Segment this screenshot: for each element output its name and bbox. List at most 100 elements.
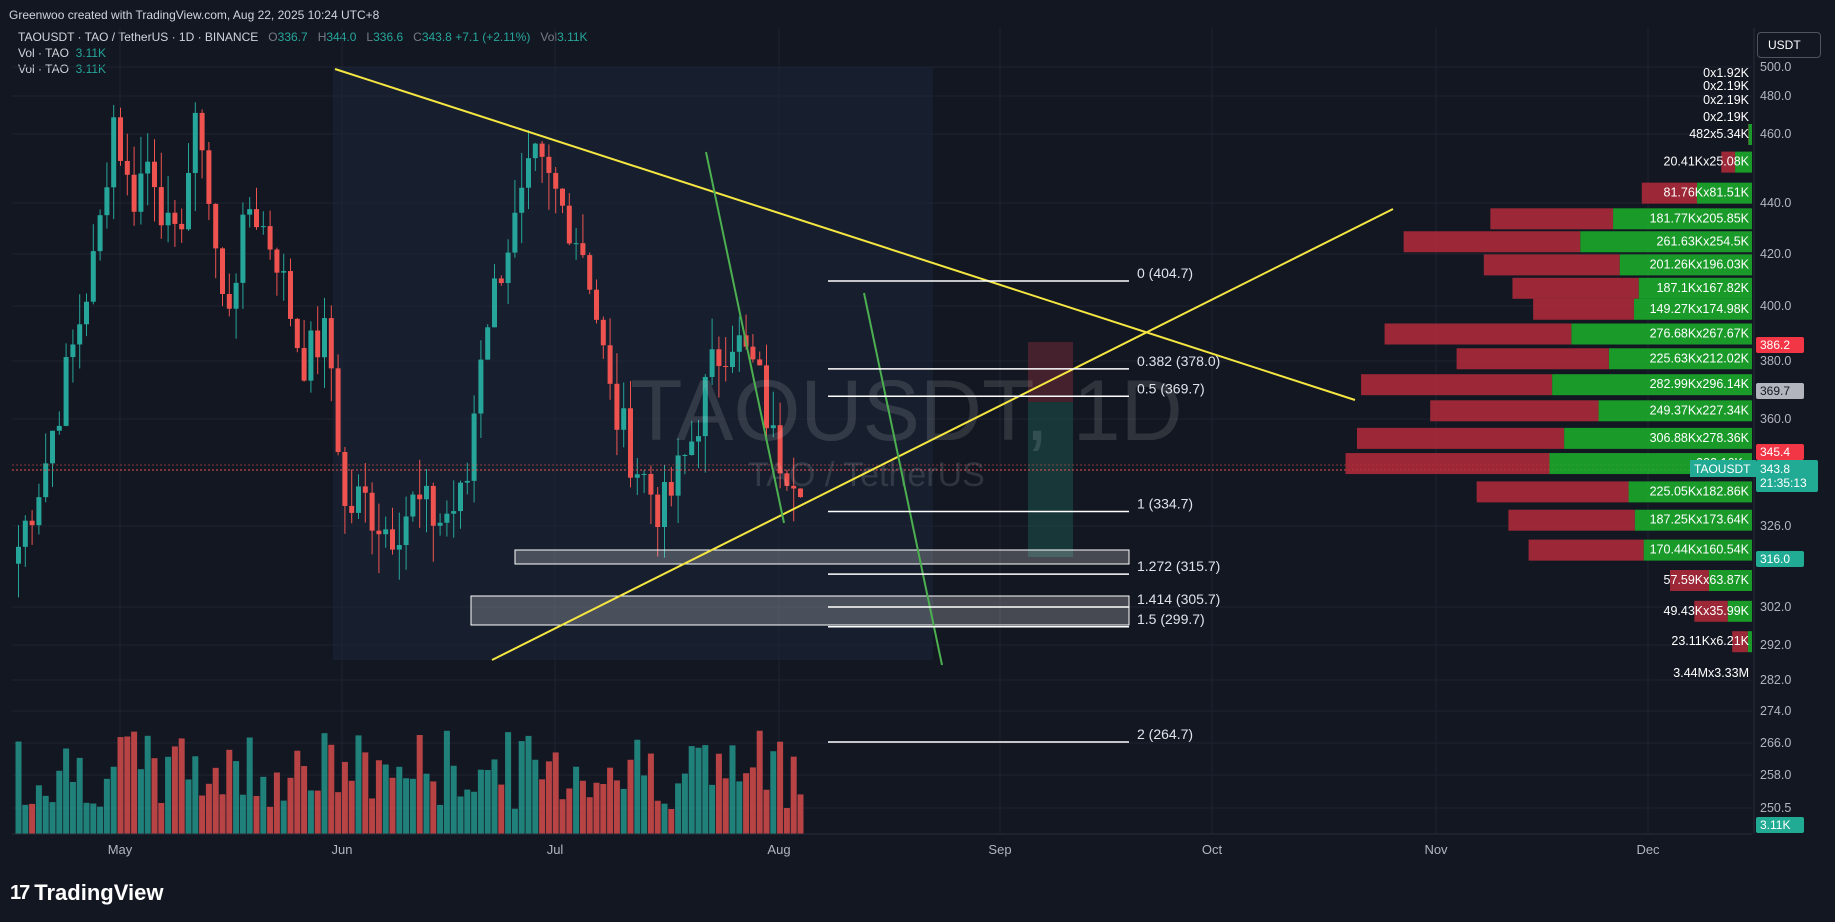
volume-bar bbox=[763, 789, 770, 834]
volume-bar bbox=[749, 767, 756, 834]
candle-body bbox=[301, 348, 307, 381]
vp-row-up bbox=[1747, 631, 1752, 653]
candle-body bbox=[587, 255, 593, 290]
candle-body bbox=[471, 413, 477, 481]
candle-body bbox=[260, 226, 266, 228]
candle-body bbox=[90, 251, 96, 302]
vp-row-down bbox=[1361, 374, 1553, 396]
vp-row-down bbox=[1732, 631, 1748, 653]
vp-row-down bbox=[1508, 509, 1635, 531]
candle-body bbox=[349, 505, 355, 513]
volume-bar bbox=[736, 781, 743, 834]
vp-row-label: 57.59Kx63.87K bbox=[1664, 573, 1750, 587]
vp-row-label: 23.11Kx6.21K bbox=[1671, 634, 1749, 648]
candle-body bbox=[165, 212, 171, 226]
volume-legend-2[interactable]: Vol · TAO 3.11K bbox=[18, 62, 106, 76]
time-tick: Aug bbox=[767, 842, 790, 857]
volume-bar bbox=[770, 751, 777, 834]
currency-button[interactable]: USDT bbox=[1757, 32, 1821, 58]
volume-bar bbox=[491, 759, 498, 834]
candle-body bbox=[376, 530, 382, 535]
candle-body bbox=[342, 452, 348, 506]
volume-bar bbox=[545, 761, 552, 834]
candle-body bbox=[233, 282, 239, 309]
candle-body bbox=[485, 327, 491, 360]
support-zone-upper bbox=[514, 549, 1130, 565]
volume-bar bbox=[355, 735, 362, 834]
candle-body bbox=[390, 529, 395, 550]
volume-bar bbox=[389, 777, 396, 834]
candle-body bbox=[498, 278, 504, 284]
volume-bar bbox=[335, 792, 342, 834]
candle-body bbox=[36, 497, 42, 526]
candle-body bbox=[22, 520, 28, 547]
vp-row-down bbox=[1345, 453, 1550, 475]
vp-row-label: 201.26Kx196.03K bbox=[1650, 257, 1750, 271]
price-tick: 282.0 bbox=[1760, 673, 1791, 687]
vp-row-label: 282.99Kx296.14K bbox=[1650, 377, 1750, 391]
close-value: 343.8 bbox=[421, 30, 452, 44]
volume-bar bbox=[69, 781, 76, 834]
ascending-trendline bbox=[491, 208, 1394, 661]
time-tick: Dec bbox=[1636, 842, 1660, 857]
vp-row-label: 276.68Kx267.67K bbox=[1650, 327, 1750, 341]
candle-body bbox=[648, 473, 654, 495]
volume-bar bbox=[314, 790, 321, 834]
vp-row-down bbox=[1528, 539, 1644, 561]
candle-body bbox=[16, 546, 21, 564]
candle-body bbox=[356, 486, 361, 513]
symbol-title[interactable]: TAOUSDT · TAO / TetherUS · 1D · BINANCE bbox=[18, 30, 259, 44]
volume-bar bbox=[199, 795, 206, 834]
volume-bar bbox=[375, 760, 382, 834]
wedge-line-right bbox=[863, 292, 943, 666]
volume-bar bbox=[35, 785, 42, 834]
vp-row-label: 49.43Kx35.99K bbox=[1664, 604, 1750, 618]
volume-bar bbox=[171, 746, 178, 834]
volume-bar bbox=[294, 750, 301, 834]
price-tick: 500.0 bbox=[1760, 60, 1791, 74]
candle-body bbox=[770, 425, 776, 429]
volume-bar bbox=[137, 769, 144, 834]
price-tick: 266.0 bbox=[1760, 736, 1791, 750]
vp-row-up bbox=[1696, 182, 1752, 204]
candle-body bbox=[29, 520, 35, 526]
low-value: 336.6 bbox=[373, 30, 404, 44]
price-badge bbox=[1756, 551, 1804, 567]
candle-body bbox=[254, 209, 259, 228]
price-badge-label: 3.11K bbox=[1760, 818, 1790, 832]
volume-bar bbox=[396, 766, 403, 834]
volume-bar bbox=[103, 778, 110, 834]
candle-body bbox=[294, 318, 300, 349]
candle-body bbox=[791, 485, 797, 489]
candle-body bbox=[662, 481, 667, 528]
vp-row-up bbox=[1613, 208, 1752, 230]
vp-row-down bbox=[1384, 323, 1572, 345]
time-tick: Sep bbox=[988, 842, 1011, 857]
volume-bar bbox=[511, 808, 518, 834]
tradingview-brand[interactable]: 17 TradingView bbox=[10, 880, 163, 906]
volume-bar bbox=[525, 735, 532, 834]
volume-bar bbox=[267, 806, 274, 834]
candle-body bbox=[607, 345, 613, 384]
candle-body bbox=[70, 344, 76, 358]
vp-row-label: 306.88Kx278.36K bbox=[1650, 431, 1750, 445]
vp-row-down bbox=[1403, 231, 1581, 253]
volume-bar bbox=[144, 735, 151, 834]
price-tick: 380.0 bbox=[1760, 354, 1791, 368]
vp-row-up bbox=[1748, 124, 1752, 145]
volume-bar bbox=[382, 764, 389, 834]
current-price-badge bbox=[1756, 460, 1818, 492]
volume-legend-1[interactable]: Vol · TAO 3.11K bbox=[18, 46, 106, 60]
candle-body bbox=[702, 376, 708, 437]
volume-bar bbox=[477, 769, 484, 834]
vp-row-up bbox=[1708, 570, 1752, 591]
vp-row-label: 149.27Kx174.98K bbox=[1650, 302, 1750, 316]
price-badge-label: 369.7 bbox=[1760, 384, 1790, 398]
candle-body bbox=[362, 486, 368, 493]
symbol-legend[interactable]: TAOUSDT · TAO / TetherUS · 1D · BINANCE … bbox=[18, 30, 588, 44]
candle-body bbox=[641, 473, 647, 475]
candle-body bbox=[798, 488, 803, 498]
symbol-badge bbox=[1690, 460, 1756, 477]
volume-indicator-label: Vol · TAO bbox=[18, 46, 69, 60]
